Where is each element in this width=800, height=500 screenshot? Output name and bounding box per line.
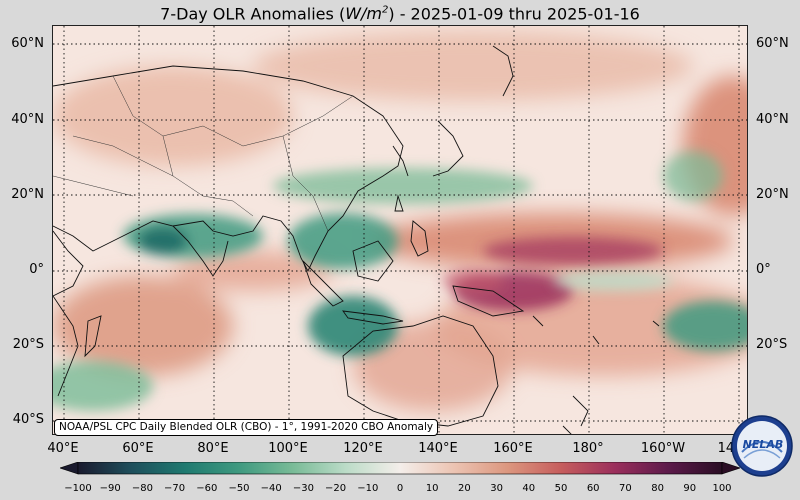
colorbar-tick-label: −80: [131, 483, 153, 494]
logo-text: NELAB: [742, 438, 784, 451]
lat-label-right-20s: 20°S: [756, 337, 788, 352]
lat-label-right-20n: 20°N: [756, 187, 789, 202]
colorbar-tick-label: −20: [325, 483, 347, 494]
lon-label-160e: 160°E: [493, 441, 533, 456]
lat-label-left-60n: 60°N: [11, 36, 44, 51]
lon-label-180: 180°: [572, 441, 604, 456]
lat-label-right-equator: 0°: [756, 262, 771, 277]
lat-label-left-20s: 20°S: [12, 337, 44, 352]
chart-title: 7-Day OLR Anomalies (W/m2) - 2025-01-09 …: [0, 0, 800, 24]
lat-label-left-40s: 40°S: [12, 412, 44, 427]
colorbar-tick-label: 50: [554, 483, 568, 494]
colorbar-tick-label: −10: [357, 483, 379, 494]
colorbar-tick-label: 100: [712, 483, 732, 494]
colorbar-tick-label: −40: [260, 483, 282, 494]
map-canvas: [53, 26, 747, 434]
lon-label-40e: 40°E: [47, 441, 79, 456]
lat-label-left-equator: 0°: [29, 262, 44, 277]
colorbar-tick-label: −60: [196, 483, 218, 494]
colorbar-tick-label: −30: [292, 483, 314, 494]
colorbar: [60, 462, 740, 475]
colorbar-tick-label: 70: [619, 483, 632, 494]
colorbar-tick-label: 0: [396, 483, 404, 494]
graticule: [53, 26, 747, 434]
olr-anomaly-map: [52, 25, 748, 435]
lon-label-140e: 140°E: [418, 441, 458, 456]
title-suffix: ) - 2025-01-09 thru 2025-01-16: [388, 4, 640, 24]
lat-label-left-40n: 40°N: [11, 112, 44, 127]
lat-label-right-40n: 40°N: [756, 112, 789, 127]
lat-label-right-60n: 60°N: [756, 36, 789, 51]
lat-label-left-20n: 20°N: [11, 187, 44, 202]
lon-label-100e: 100°E: [268, 441, 308, 456]
lon-label-80e: 80°E: [197, 441, 229, 456]
colorbar-tick-label: 60: [586, 483, 600, 494]
colorbar-body: [77, 462, 723, 475]
colorbar-tick-label: 10: [425, 483, 439, 494]
title-prefix: 7-Day OLR Anomalies (: [160, 4, 346, 24]
country-borders: [53, 75, 354, 232]
colorbar-tick-label: 40: [522, 483, 536, 494]
source-note: NOAA/PSL CPC Daily Blended OLR (CBO) - 1…: [54, 419, 439, 436]
lon-label-120e: 120°E: [343, 441, 383, 456]
lon-label-60e: 60°E: [122, 441, 154, 456]
colorbar-extend-high: [721, 462, 740, 475]
colorbar-tick-label: 80: [651, 483, 664, 494]
colorbar-extend-low: [60, 462, 79, 475]
colorbar-tick-label: 90: [683, 483, 697, 494]
anomaly-field-strong: [443, 237, 663, 311]
lon-label-160w: 160°W: [640, 441, 686, 456]
colorbar-tick-label: 20: [458, 483, 471, 494]
colorbar-tick-label: −70: [164, 483, 186, 494]
title-unit: W/m2: [345, 4, 389, 24]
colorbar-tick-label: −50: [228, 483, 250, 494]
colorbar-tick-label: 30: [490, 483, 503, 494]
colorbar-tick-label: −90: [99, 483, 121, 494]
noaa-lab-logo: [731, 415, 793, 477]
colorbar-tick-label: −100: [64, 483, 92, 494]
